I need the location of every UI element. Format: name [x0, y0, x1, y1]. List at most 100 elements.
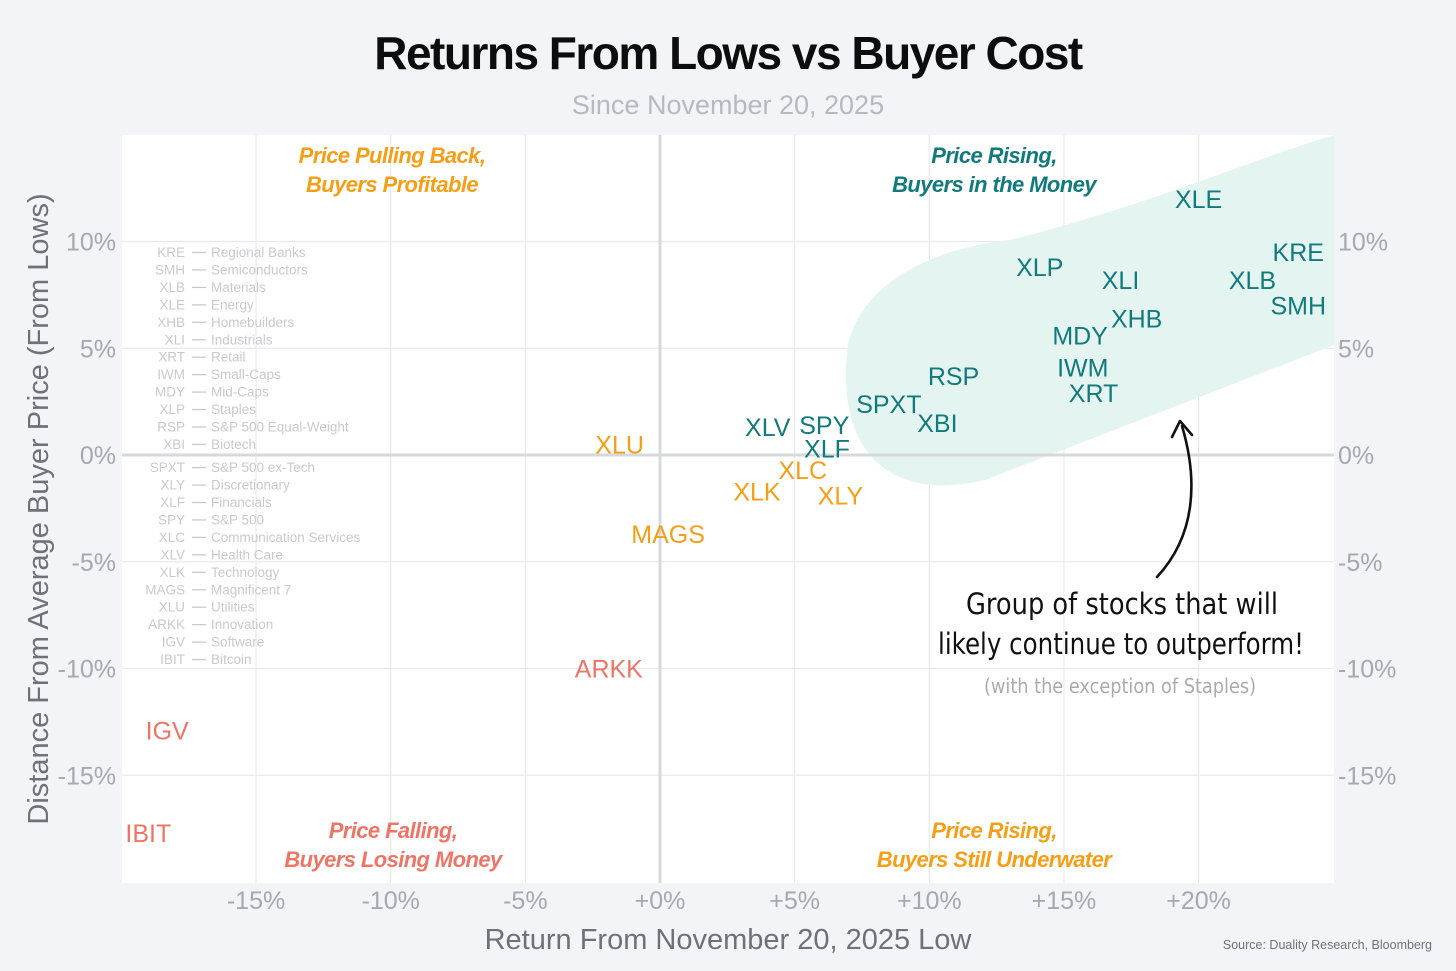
legend-name: S&P 500 Equal-Weight [211, 420, 349, 435]
point-label-xlu: XLU [595, 431, 644, 459]
legend-ticker: XRT [158, 350, 185, 365]
quadrant-label-bottom-left-line2: Buyers Losing Money [284, 847, 504, 872]
legend-name: Communication Services [211, 530, 361, 545]
x-tick-label: +10% [897, 887, 962, 915]
point-label-arkk: ARKK [575, 656, 643, 684]
legend-ticker: XLB [159, 280, 185, 295]
point-label-xlf: XLF [804, 436, 850, 464]
legend-name: Biotech [211, 437, 256, 452]
legend-ticker: XLP [159, 402, 185, 417]
quadrant-label-top-left-line1: Price Pulling Back, [299, 143, 486, 168]
legend-ticker: XLE [159, 297, 185, 312]
zero-axes [122, 135, 1334, 883]
chart-subtitle: Since November 20, 2025 [571, 90, 885, 120]
point-label-xhb: XHB [1111, 305, 1162, 333]
y-axis-title: Distance From Average Buyer Price (From … [23, 193, 55, 824]
legend-name: Industrials [211, 332, 273, 347]
legend-name: Energy [211, 297, 254, 312]
y-tick-label-left: 5% [80, 335, 116, 363]
y-tick-label-right: 10% [1338, 229, 1388, 257]
annotation-arrow [1155, 424, 1193, 579]
y-tick-label-right: 0% [1338, 442, 1374, 470]
point-label-kre: KRE [1273, 239, 1324, 267]
legend-ticker: SPY [158, 512, 185, 527]
legend-ticker: SPXT [150, 460, 185, 475]
point-label-mags: MAGS [631, 521, 705, 549]
legend-ticker: XLU [159, 600, 185, 615]
y-tick-label-left: -15% [58, 762, 116, 790]
point-label-xlv: XLV [745, 414, 791, 442]
y-tick-label-left: -10% [58, 656, 116, 684]
point-label-igv: IGV [146, 717, 189, 745]
point-label-xlk: XLK [733, 478, 781, 506]
point-label-xbi: XBI [917, 410, 957, 438]
legend-ticker: XBI [163, 437, 185, 452]
legend-name: Discretionary [211, 478, 290, 493]
x-tick-label: -10% [362, 887, 420, 915]
legend-name: Staples [211, 402, 256, 417]
legend-name: Homebuilders [211, 315, 295, 330]
point-label-smh: SMH [1270, 293, 1326, 321]
source-note: Source: Duality Research, Bloomberg [1222, 938, 1432, 952]
legend-ticker: XLK [159, 565, 185, 580]
point-label-spy: SPY [799, 412, 849, 440]
legend-ticker: MAGS [145, 582, 185, 597]
legend-name: Technology [211, 565, 280, 580]
legend-name: Software [211, 635, 264, 650]
quadrant-label-bottom-left-line1: Price Falling, [329, 818, 458, 843]
legend-name: Utilities [211, 600, 255, 615]
legend-name: Materials [211, 280, 266, 295]
x-tick-label: +15% [1032, 887, 1097, 915]
legend-ticker: IWM [157, 367, 185, 382]
legend-name: S&P 500 ex-Tech [211, 460, 315, 475]
point-label-xle: XLE [1175, 186, 1222, 214]
point-label-xly: XLY [818, 483, 864, 511]
x-tick-label: +5% [769, 887, 820, 915]
point-label-xlb: XLB [1229, 267, 1276, 295]
legend-ticker: IBIT [160, 652, 185, 667]
legend-name: Mid-Caps [211, 385, 269, 400]
point-label-xli: XLI [1102, 267, 1140, 295]
annotation-arrowhead [1170, 419, 1194, 439]
legend-name: Financials [211, 495, 272, 510]
legend-name: Bitcoin [211, 652, 252, 667]
legend-ticker: XLV [160, 547, 185, 562]
legend-ticker: KRE [157, 245, 185, 260]
quadrant-label-top-left-line2: Buyers Profitable [306, 172, 478, 197]
legend-ticker: RSP [157, 420, 185, 435]
legend-name: Health Care [211, 547, 283, 562]
legend-ticker: XLF [160, 495, 185, 510]
legend-name: Magnificent 7 [211, 582, 291, 597]
quadrant-label-top-right-line2: Buyers in the Money [892, 172, 1098, 197]
point-label-xlp: XLP [1016, 254, 1063, 282]
x-tick-label: +0% [635, 887, 686, 915]
legend-ticker: IGV [162, 635, 185, 650]
y-tick-label-right: 5% [1338, 335, 1374, 363]
annotation-note: (with the exception of Staples) [984, 674, 1256, 698]
point-label-spxt: SPXT [856, 391, 921, 419]
point-label-ibit: IBIT [125, 820, 171, 848]
y-tick-label-right: -5% [1338, 549, 1382, 577]
point-label-rsp: RSP [928, 363, 979, 391]
y-tick-label-left: 10% [66, 229, 116, 257]
legend-ticker: ARKK [148, 617, 185, 632]
grid [122, 135, 1334, 883]
ticker-legend: KRE Regional Banks SMH Semiconductors XLB Mat… [145, 245, 360, 667]
legend-ticker: XHB [157, 315, 185, 330]
point-label-mdy: MDY [1052, 322, 1108, 350]
outperform-zone [845, 135, 1334, 486]
legend-name: Retail [211, 350, 246, 365]
legend-ticker: XLI [165, 332, 185, 347]
point-label-xrt: XRT [1069, 380, 1119, 408]
legend-name: Semiconductors [211, 262, 308, 277]
annotation-line1: Group of stocks that will [966, 587, 1278, 621]
quadrant-label-top-right-line1: Price Rising, [931, 143, 1056, 168]
legend-name: Small-Caps [211, 367, 281, 382]
tick-labels: -15% -10% -5% +0% +5% +10% +15% +20% 10% 10% 5% 5% 0… [58, 229, 1397, 916]
y-tick-label-right: -10% [1338, 656, 1396, 684]
x-tick-label: -15% [227, 887, 285, 915]
annotation-line2: likely continue to outperform! [938, 627, 1304, 661]
y-tick-label-left: -5% [72, 549, 116, 577]
